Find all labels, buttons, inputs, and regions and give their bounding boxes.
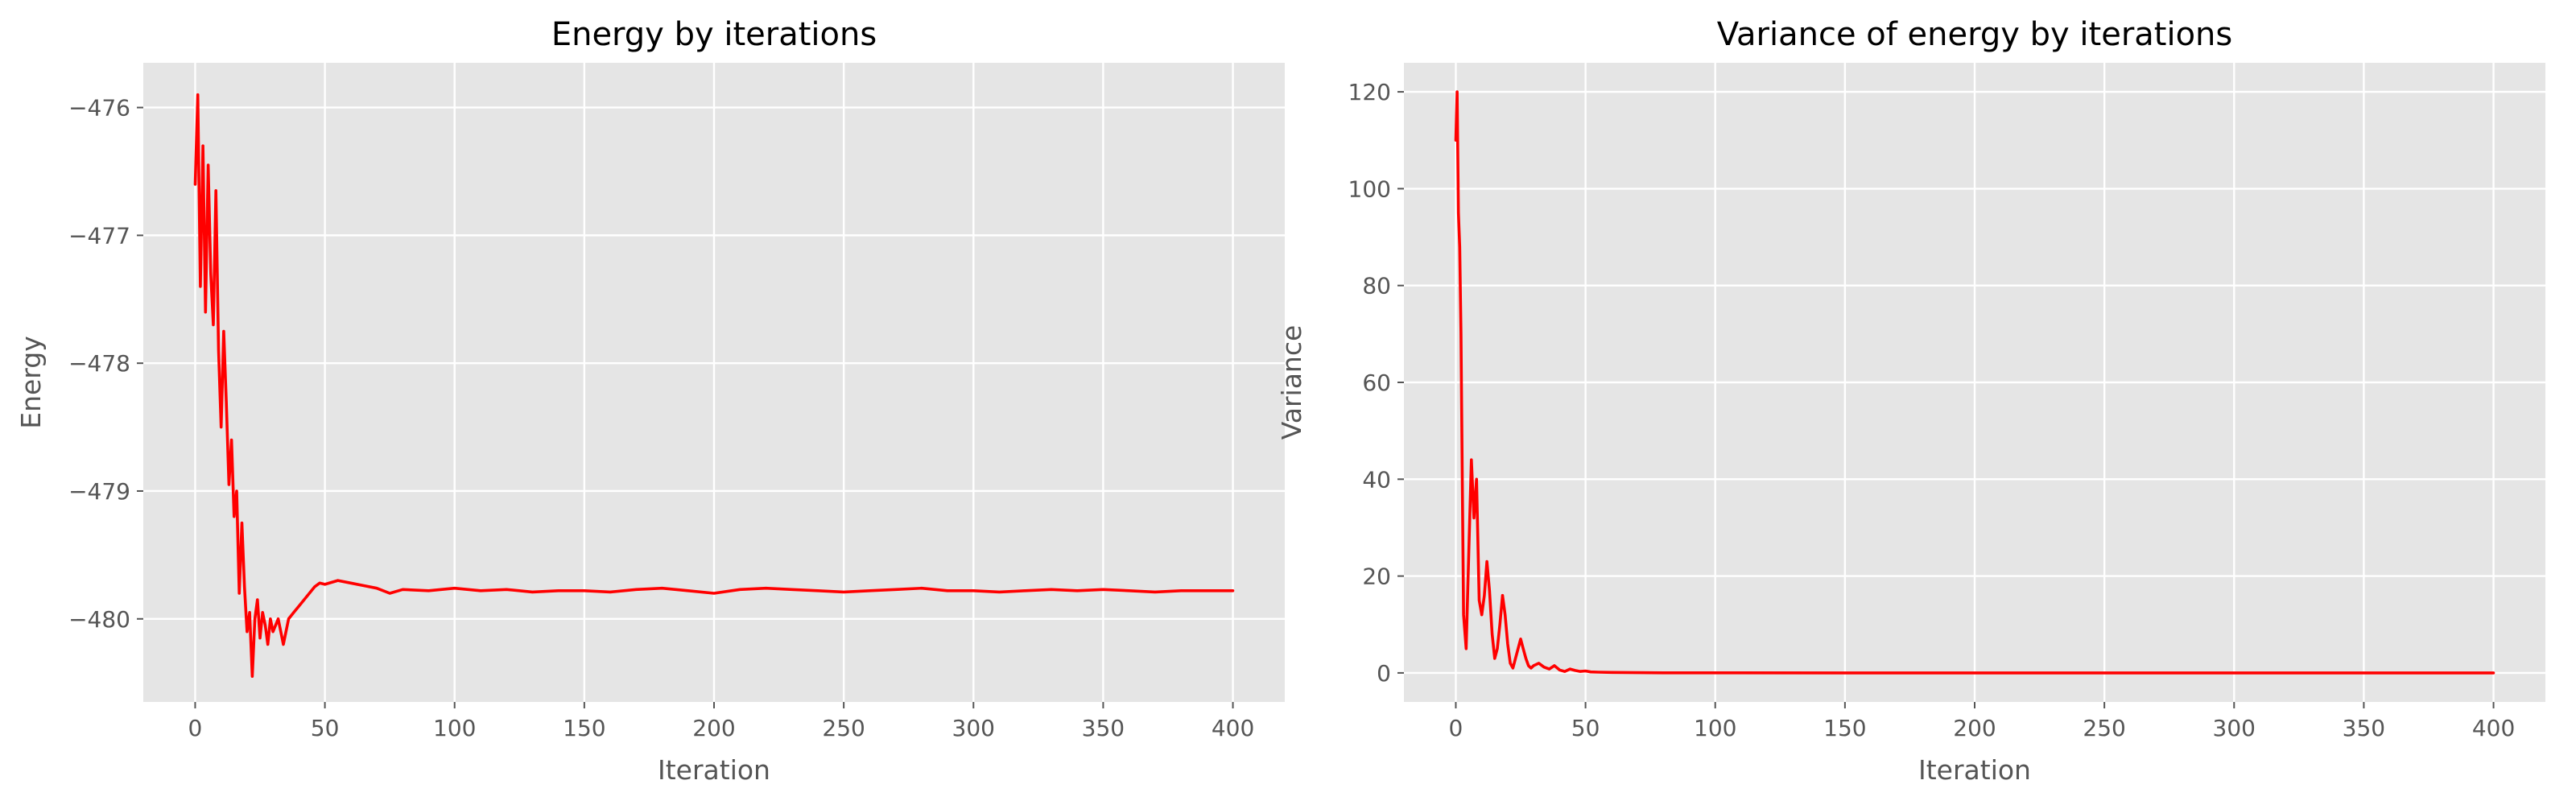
variance-y-tick-label: 0 bbox=[1377, 660, 1391, 687]
energy-x-tick-label: 150 bbox=[563, 715, 605, 741]
energy-x-tick-label: 400 bbox=[1212, 715, 1254, 741]
variance-y-tick-label: 100 bbox=[1348, 175, 1391, 202]
variance-y-tick-label: 20 bbox=[1362, 564, 1391, 590]
variance-x-tick-label: 350 bbox=[2343, 715, 2385, 741]
variance-y-tick-label: 40 bbox=[1362, 466, 1391, 493]
energy-x-tick-label: 350 bbox=[1082, 715, 1125, 741]
energy-y-tick-label: −478 bbox=[68, 350, 130, 377]
variance-x-tick-label: 100 bbox=[1694, 715, 1736, 741]
energy-x-tick-label: 0 bbox=[188, 715, 203, 741]
variance-x-tick-label: 250 bbox=[2083, 715, 2125, 741]
energy-x-tick-label: 250 bbox=[822, 715, 865, 741]
variance-x-axis-label: Iteration bbox=[1918, 754, 2031, 786]
variance-x-tick-label: 50 bbox=[1571, 715, 1600, 741]
energy-x-tick-label: 300 bbox=[952, 715, 995, 741]
variance-x-tick-label: 150 bbox=[1823, 715, 1866, 741]
variance-x-tick-label: 300 bbox=[2213, 715, 2256, 741]
variance-chart-title: Variance of energy by iterations bbox=[1717, 16, 2232, 53]
variance-x-tick-label: 0 bbox=[1449, 715, 1463, 741]
energy-x-axis-label: Iteration bbox=[658, 754, 770, 786]
variance-y-axis-label: Variance bbox=[1276, 325, 1307, 440]
energy-y-tick-label: −477 bbox=[68, 222, 130, 249]
energy-x-tick-label: 200 bbox=[692, 715, 735, 741]
variance-y-tick-label: 60 bbox=[1362, 369, 1391, 396]
energy-y-tick-label: −480 bbox=[68, 606, 130, 633]
energy-x-tick-label: 100 bbox=[433, 715, 476, 741]
energy-y-tick-label: −476 bbox=[68, 95, 130, 122]
variance-y-tick-label: 80 bbox=[1362, 273, 1391, 299]
variance-x-tick-label: 200 bbox=[1953, 715, 1996, 741]
variance-x-tick-label: 400 bbox=[2472, 715, 2515, 741]
variance-chart: 0 50 100 150 200 250 300 350 400 0 20 40 60 80 100 120 V… bbox=[1276, 16, 2545, 786]
energy-chart: 0 50 100 150 200 250 300 350 400 −476 −477 −478 −479… bbox=[15, 16, 1285, 786]
energy-series-line bbox=[193, 93, 1235, 679]
energy-y-tick-label: −479 bbox=[68, 478, 130, 505]
energy-x-tick-label: 50 bbox=[311, 715, 340, 741]
energy-chart-title: Energy by iterations bbox=[551, 16, 877, 53]
energy-y-axis-label: Energy bbox=[15, 336, 47, 429]
variance-series-line bbox=[1454, 90, 2496, 675]
variance-y-tick-label: 120 bbox=[1348, 79, 1391, 105]
